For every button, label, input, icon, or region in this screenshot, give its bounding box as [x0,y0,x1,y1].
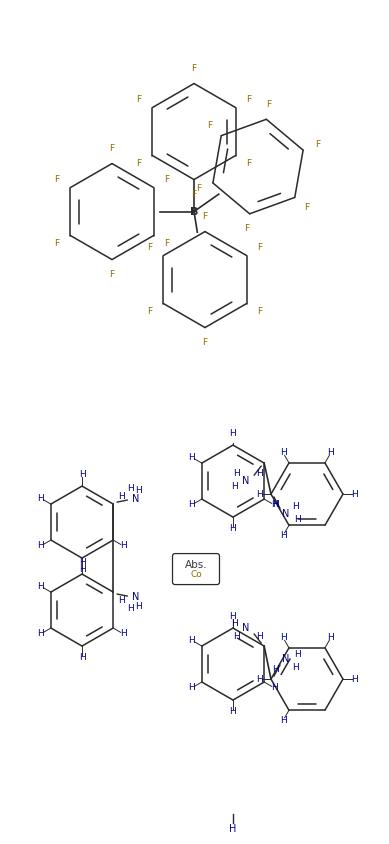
Text: F: F [137,159,142,168]
Text: F: F [196,184,201,192]
Text: H: H [273,500,279,509]
Text: H: H [79,565,86,574]
Text: F: F [202,338,208,348]
Text: F: F [109,270,115,279]
Text: F: F [257,306,263,316]
Text: N: N [242,623,250,633]
Text: H: H [229,824,237,834]
Text: F: F [304,203,309,212]
Text: H: H [328,448,334,457]
Text: H: H [135,602,142,610]
Text: N: N [282,509,290,519]
Text: H: H [189,500,195,509]
Text: H: H [120,541,126,550]
Text: F: F [147,306,153,316]
Text: N: N [131,494,139,504]
Text: H: H [280,531,287,539]
Text: H: H [135,485,142,495]
Text: H: H [233,468,240,478]
Text: H: H [293,501,300,511]
Text: F: F [137,95,142,105]
Text: H: H [351,674,358,684]
Text: H: H [351,490,358,499]
Text: H: H [189,453,195,462]
Text: H: H [118,491,124,500]
Text: Co: Co [190,570,202,579]
Text: H: H [37,582,44,591]
Text: B: B [190,207,198,217]
Text: H: H [230,524,237,533]
Text: H: H [271,500,277,509]
Text: Abs.: Abs. [185,560,207,570]
Text: F: F [191,191,196,199]
Text: F: F [207,122,212,130]
Text: N: N [282,654,290,664]
Text: F: F [147,243,153,252]
FancyBboxPatch shape [172,554,219,585]
Text: H: H [280,448,287,457]
Text: H: H [127,484,133,493]
Text: F: F [202,212,208,220]
Text: H: H [271,684,277,692]
Text: F: F [164,176,170,184]
Text: H: H [189,684,195,692]
Text: H: H [256,631,263,641]
Text: F: F [54,176,60,184]
Text: H: H [79,470,86,479]
Text: F: F [244,225,250,234]
Text: F: F [246,159,251,168]
Text: H: H [293,663,300,672]
Text: H: H [256,468,263,478]
Text: H: H [37,541,44,550]
Text: H: H [120,630,126,638]
Text: H: H [256,490,263,499]
Text: H: H [230,707,237,716]
Text: H: H [231,482,238,490]
Text: F: F [54,239,60,248]
Text: H: H [280,716,287,725]
Text: H: H [328,633,334,642]
Text: H: H [189,636,195,645]
Text: H: H [37,494,44,503]
Text: N: N [131,592,139,602]
Text: H: H [273,664,279,674]
Text: F: F [246,95,251,105]
Text: H: H [79,558,86,567]
Text: H: H [256,674,263,684]
Text: F: F [266,100,272,109]
Text: F: F [164,239,170,248]
Text: N: N [242,476,250,486]
Text: H: H [79,653,86,662]
Text: F: F [257,243,263,252]
Text: F: F [315,140,320,149]
Text: H: H [294,515,301,523]
Text: H: H [37,630,44,638]
Text: H: H [294,650,301,658]
Text: H: H [127,603,133,613]
Text: H: H [230,612,237,621]
Text: H: H [233,631,240,641]
Text: H: H [231,619,238,628]
Text: F: F [191,63,196,73]
Text: F: F [109,143,115,153]
Text: H: H [118,596,124,604]
Text: H: H [280,633,287,642]
Text: H: H [230,429,237,438]
